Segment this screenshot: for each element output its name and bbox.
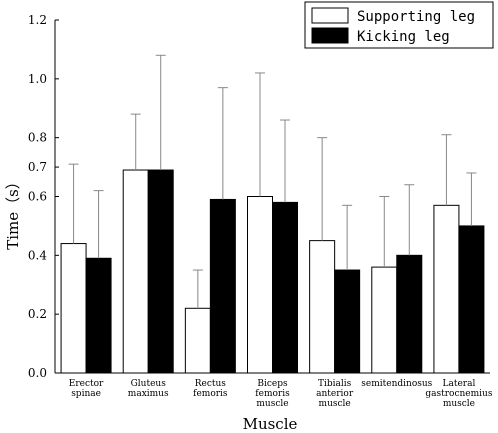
bar-supporting-leg [433,204,460,374]
x-tick-labels: Erector spinae Gluteus maximus Rectus femoris… [69,379,493,409]
y-tick-label: 0.7 [28,160,47,174]
y-tick-label: 0.8 [28,131,47,145]
bar-series [60,169,485,374]
bar-kicking-leg [396,254,423,374]
bar-kicking-leg [334,269,361,374]
bar-supporting-leg [309,240,336,374]
x-tick-label: Rectus femoris [193,379,228,399]
bar-kicking-leg [458,225,485,374]
x-axis-label: Muscle [243,415,298,433]
legend-label-kicking: Kicking leg [357,29,450,45]
bar-supporting-leg [60,243,87,374]
legend-label-supporting: Supporting leg [357,9,475,25]
x-tick-label: Lateral gastrocnemius muscle [425,379,492,409]
error-bars [68,54,477,309]
y-tick-label: 0.0 [28,366,47,380]
x-tick-label: Gluteus maximus [128,379,169,399]
bar-kicking-leg [272,201,298,374]
x-tick-label: semitendinosus [361,379,432,389]
legend: Supporting leg Kicking leg [304,1,494,49]
bar-kicking-leg [147,169,174,374]
y-tick-label: 0.2 [28,307,47,321]
bar-kicking-leg [85,257,112,374]
x-tick-label: Erector spinae [69,379,104,399]
y-tick-label: 0.4 [28,248,47,262]
x-tick-label: Tibialis anterior muscle [316,379,354,409]
y-axis-label: Time（s） [4,174,22,250]
legend-swatch-supporting [311,7,349,24]
bar-supporting-leg [184,307,211,374]
bar-supporting-leg [247,196,273,374]
legend-swatch-kicking [311,27,349,44]
x-tick-label: Biceps femoris muscle [255,379,290,409]
bar-kicking-leg [209,198,236,374]
bar-supporting-leg [122,169,149,374]
y-tick-label: 1.2 [28,13,47,27]
bar-supporting-leg [371,266,398,374]
y-tick-labels: 0.0 0.2 0.4 0.6 0.7 0.8 1.0 1.2 [28,13,47,380]
y-tick-label: 0.6 [28,190,47,204]
y-tick-label: 1.0 [28,72,47,86]
